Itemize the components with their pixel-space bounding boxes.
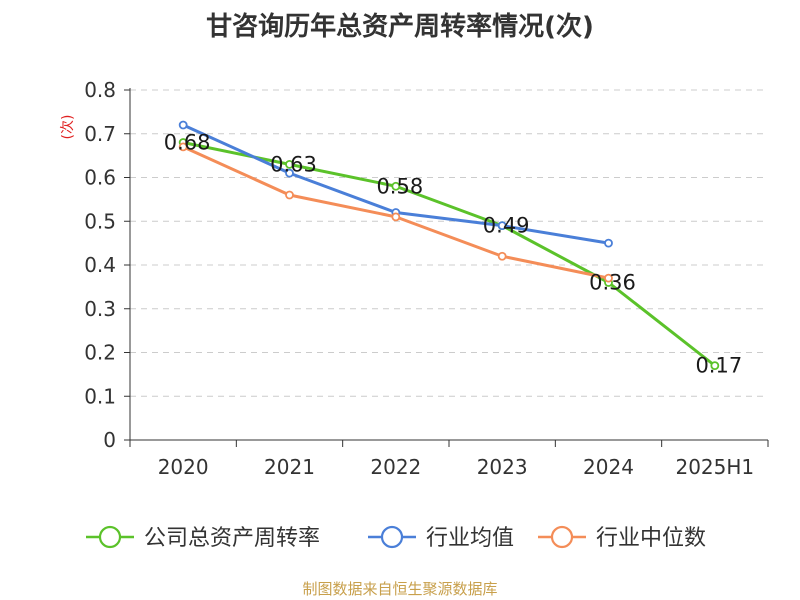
legend-label: 行业均值 (426, 526, 514, 551)
data-labels: 0.68 0.63 0.58 0.49 0.36 0.17 (164, 131, 742, 378)
data-point (178, 142, 188, 152)
x-tick-label: 2023 (477, 455, 528, 479)
x-tick-label: 2021 (264, 455, 315, 479)
data-point (178, 120, 188, 130)
data-point (285, 168, 294, 178)
data-label: 0.49 (483, 214, 530, 238)
data-point (497, 221, 507, 231)
data-label: 0.17 (695, 354, 742, 378)
data-label: 0.63 (270, 152, 317, 176)
y-tick-label: 0.5 (84, 209, 116, 233)
data-point (285, 159, 294, 169)
data-point (391, 181, 401, 191)
y-tick-label: 0.7 (84, 122, 116, 146)
data-point (285, 190, 294, 200)
x-tick-label: 2024 (583, 455, 634, 479)
data-point (604, 238, 613, 248)
legend-item-1: 公司总资产周转率 (86, 525, 320, 551)
legend-item-2: 行业均值 (368, 525, 514, 551)
series-line-1 (182, 141, 716, 367)
x-tick-label: 2022 (370, 455, 421, 479)
data-label: 0.68 (164, 131, 211, 155)
legend-marker (98, 525, 122, 549)
y-tick-label: 0.2 (84, 341, 116, 365)
y-tick-label: 0.4 (84, 253, 116, 277)
grid-lines (130, 89, 768, 397)
legend-marker (550, 525, 574, 549)
data-label: 0.36 (589, 271, 636, 295)
y-axis-title: (次) (60, 115, 76, 140)
x-tick-label: 2020 (158, 455, 209, 479)
y-tick-label: 0.3 (84, 297, 116, 321)
data-point (710, 361, 720, 371)
axes: 0 0.1 0.2 0.3 0.4 0.5 0.6 0.7 0.8 2020 2021 2022 202… (60, 78, 769, 479)
legend-item-3: 行业中位数 (538, 525, 706, 551)
series-lines (178, 120, 720, 371)
data-point (391, 212, 401, 222)
data-source-note: 制图数据来自恒生聚源数据库 (302, 580, 498, 598)
legend-label: 公司总资产周转率 (144, 526, 320, 551)
chart-title: 甘咨询历年总资产周转率情况(次) (206, 12, 594, 42)
data-point (497, 251, 507, 261)
legend-label: 行业中位数 (596, 526, 706, 551)
y-tick-label: 0.6 (84, 166, 116, 190)
x-tick-label: 2025H1 (675, 455, 754, 479)
data-point (604, 273, 613, 283)
y-tick-label: 0.8 (84, 78, 116, 102)
y-tick-label: 0 (103, 428, 116, 452)
data-label: 0.58 (376, 174, 423, 198)
legend-marker (380, 525, 404, 549)
y-tick-label: 0.1 (84, 384, 116, 408)
legend: 公司总资产周转率 行业均值 行业中位数 (86, 525, 706, 551)
